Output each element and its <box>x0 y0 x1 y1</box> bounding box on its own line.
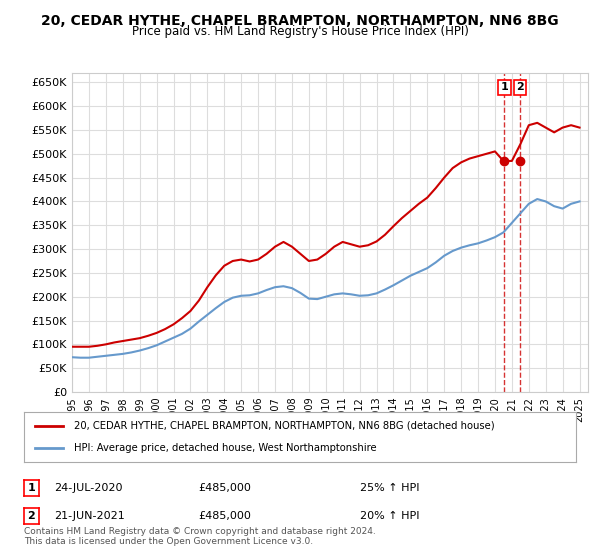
Text: 2: 2 <box>516 82 524 92</box>
Text: 24-JUL-2020: 24-JUL-2020 <box>54 483 122 493</box>
Text: 20% ↑ HPI: 20% ↑ HPI <box>360 511 419 521</box>
Text: Contains HM Land Registry data © Crown copyright and database right 2024.
This d: Contains HM Land Registry data © Crown c… <box>24 526 376 546</box>
Text: 1: 1 <box>500 82 508 92</box>
Text: 20, CEDAR HYTHE, CHAPEL BRAMPTON, NORTHAMPTON, NN6 8BG (detached house): 20, CEDAR HYTHE, CHAPEL BRAMPTON, NORTHA… <box>74 421 494 431</box>
Text: Price paid vs. HM Land Registry's House Price Index (HPI): Price paid vs. HM Land Registry's House … <box>131 25 469 38</box>
Text: £485,000: £485,000 <box>198 483 251 493</box>
Text: 2: 2 <box>28 511 35 521</box>
Text: £485,000: £485,000 <box>198 511 251 521</box>
Text: 25% ↑ HPI: 25% ↑ HPI <box>360 483 419 493</box>
Text: 1: 1 <box>28 483 35 493</box>
Text: 20, CEDAR HYTHE, CHAPEL BRAMPTON, NORTHAMPTON, NN6 8BG: 20, CEDAR HYTHE, CHAPEL BRAMPTON, NORTHA… <box>41 14 559 28</box>
Text: 21-JUN-2021: 21-JUN-2021 <box>54 511 125 521</box>
Text: HPI: Average price, detached house, West Northamptonshire: HPI: Average price, detached house, West… <box>74 443 376 453</box>
